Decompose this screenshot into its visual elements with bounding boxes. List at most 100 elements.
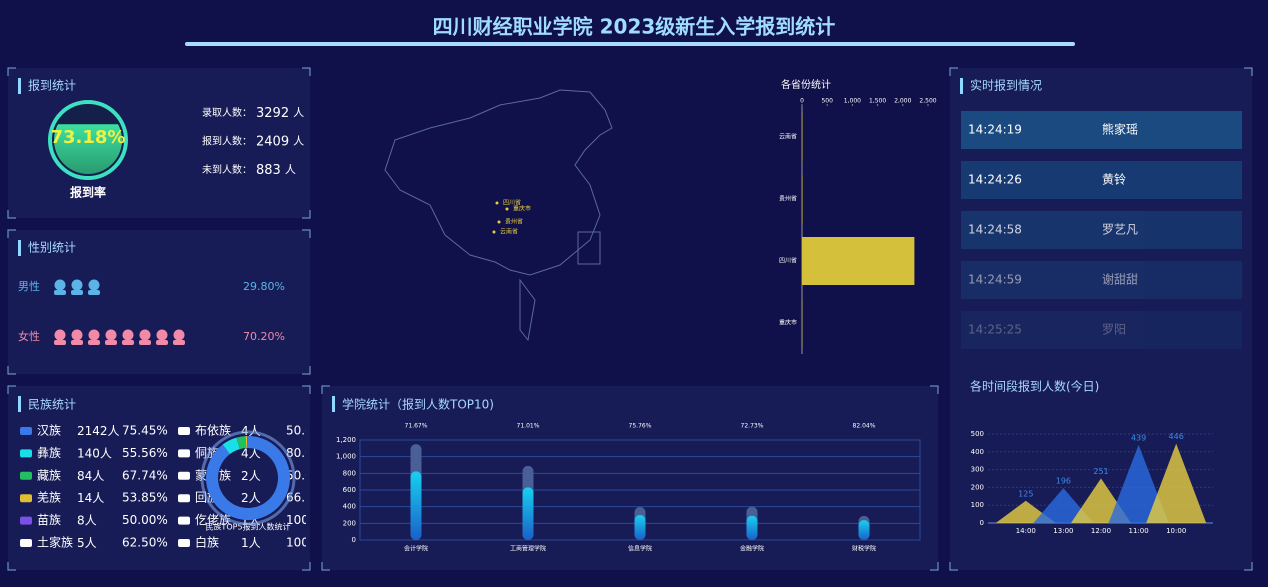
realtime-row: 14:24:19 熊家瑶 xyxy=(961,111,1242,149)
x-tick-label: 2,500 xyxy=(919,98,936,105)
stat-value: 3292 人 xyxy=(256,106,304,121)
ethnic-count: 2142人 xyxy=(77,424,120,438)
y-tick-label: 400 xyxy=(343,503,356,511)
ethnicity-list: 汉族 2142人 75.45%彝族 140人 55.56%藏族 84人 67.74%羌族 14… xyxy=(20,423,332,550)
legend-swatch xyxy=(178,516,190,525)
ethnic-name: 藏族 xyxy=(37,468,61,482)
x-tick-label: 金融学院 xyxy=(740,545,764,553)
gender-percent: 29.80% xyxy=(243,280,285,293)
gender-label: 女性 xyxy=(18,329,40,343)
ethnic-name: 布依族 xyxy=(195,423,231,438)
y-tick-label: 500 xyxy=(971,430,984,438)
person-icon xyxy=(71,279,83,295)
y-tick-label: 100 xyxy=(971,501,984,509)
legend-swatch xyxy=(20,516,32,525)
row-bg xyxy=(961,161,1242,199)
ethnic-name: 彝族 xyxy=(37,445,61,460)
x-tick-label: 信息学院 xyxy=(628,545,652,553)
icon-head xyxy=(139,329,151,341)
y-tick-label: 1,000 xyxy=(336,453,356,461)
icon-head xyxy=(88,329,100,341)
title-accent xyxy=(18,240,21,256)
bar xyxy=(802,175,803,223)
legend-swatch xyxy=(178,471,190,480)
row-time: 14:24:58 xyxy=(968,223,1022,237)
x-tick-label: 500 xyxy=(821,98,833,105)
stat-number: 2409 xyxy=(256,134,289,149)
stat-unit: 人 xyxy=(285,163,296,176)
ethnic-name: 白族 xyxy=(195,535,219,550)
value-label: 196 xyxy=(1056,477,1071,486)
x-tick-label: 10:00 xyxy=(1166,527,1186,535)
x-tick-label: 13:00 xyxy=(1053,527,1073,535)
count-number: 4 xyxy=(241,446,249,460)
row-time: 14:24:59 xyxy=(968,273,1022,287)
count-number: 2 xyxy=(241,468,249,482)
panel-corner xyxy=(949,67,1253,571)
bar-annotation: 71.67% xyxy=(405,423,428,430)
row-name: 谢甜甜 xyxy=(1102,272,1138,287)
legend-swatch xyxy=(20,449,32,458)
legend-swatch xyxy=(178,449,190,458)
map-dot xyxy=(505,207,509,211)
page-title: 四川财经职业学院 2023级新生入学报到统计 xyxy=(433,15,836,39)
panel-title: 实时报到情况 xyxy=(970,78,1042,93)
icon-body xyxy=(54,290,66,295)
ethnic-name: 汉族 xyxy=(37,424,61,438)
icon-body xyxy=(156,340,168,345)
bar-annotation: 82.04% xyxy=(853,423,876,430)
person-icon xyxy=(88,279,100,295)
y-tick-label: 1,200 xyxy=(336,436,356,444)
ethnic-count: 14人 xyxy=(77,491,104,505)
ethnic-percent: 50.00% xyxy=(122,513,168,527)
panel-title: 性别统计 xyxy=(28,241,76,255)
panel-title: 报到统计 xyxy=(28,78,76,93)
map-dot xyxy=(492,230,496,234)
stat-number: 3292 xyxy=(256,106,289,121)
count-number: 1 xyxy=(241,513,249,527)
ethnic-name: 土家族 xyxy=(37,535,73,550)
icon-body xyxy=(71,290,83,295)
row-name: 罗阳 xyxy=(1102,323,1126,337)
realtime-row: 14:24:26 黄铃 xyxy=(961,161,1242,199)
stat-number: 883 xyxy=(256,163,281,178)
ethnic-percent: 55.56% xyxy=(122,446,168,460)
icon-body xyxy=(139,340,151,345)
bar-annotation: 75.76% xyxy=(629,423,652,430)
donut-title: 民族TOP5报到人数统计 xyxy=(205,522,290,532)
y-tick-label: 重庆市 xyxy=(779,319,797,327)
ethnic-percent: 50.00% xyxy=(286,468,332,482)
x-tick-label: 2,000 xyxy=(894,98,911,105)
donut-slice xyxy=(245,436,248,449)
y-tick-label: 贵州省 xyxy=(779,195,797,203)
icon-head xyxy=(122,329,134,341)
row-time: 14:24:19 xyxy=(968,123,1022,137)
icon-body xyxy=(173,340,185,345)
count-number: 84 xyxy=(77,468,92,482)
ethnic-name: 苗族 xyxy=(37,513,61,527)
ethnic-percent: 80.00% xyxy=(286,446,332,460)
x-tick-label: 1,500 xyxy=(869,98,886,105)
bar-annotation: 71.01% xyxy=(517,423,540,430)
donut-ring xyxy=(200,430,296,526)
ethnic-percent: 67.74% xyxy=(122,468,168,482)
panel-title: 各时间段报到人数(今日) xyxy=(970,379,1099,394)
stat-unit: 人 xyxy=(293,135,304,148)
stat-value: 883 人 xyxy=(256,163,296,178)
count-unit: 人 xyxy=(249,491,261,505)
stat-value: 2409 人 xyxy=(256,134,304,149)
realtime-row: 14:25:25 罗阳 xyxy=(961,311,1242,349)
map-label: 四川省 xyxy=(503,199,521,207)
count-unit: 人 xyxy=(85,536,97,550)
map-label: 重庆市 xyxy=(513,205,531,213)
gender-label: 男性 xyxy=(18,279,40,293)
count-number: 4 xyxy=(241,424,249,438)
legend-swatch xyxy=(20,427,32,435)
legend-swatch xyxy=(178,427,190,435)
map-dot xyxy=(495,201,499,205)
count-number: 5 xyxy=(77,536,85,550)
stat-label: 未到人数： xyxy=(202,163,252,176)
map-label: 贵州省 xyxy=(505,218,523,226)
legend-swatch xyxy=(20,471,32,480)
